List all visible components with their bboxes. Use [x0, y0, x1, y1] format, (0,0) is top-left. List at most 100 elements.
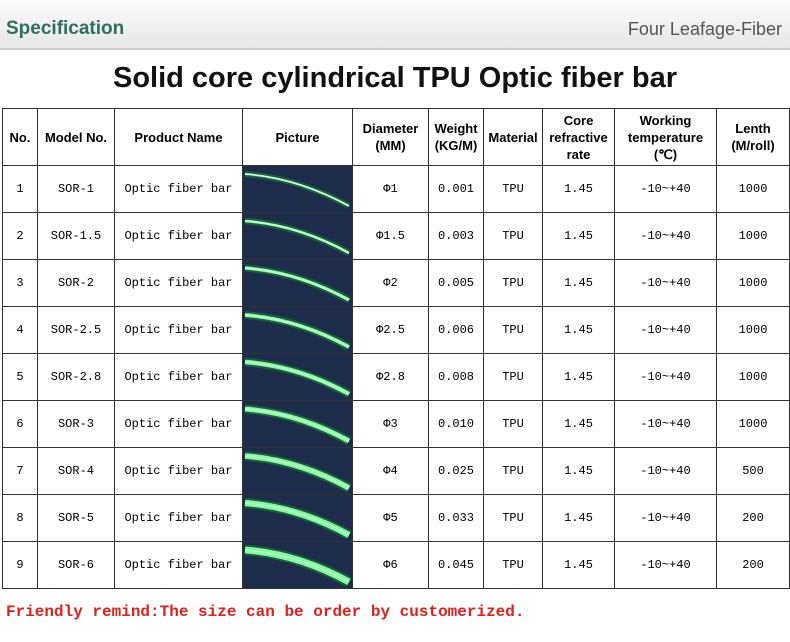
table-cell: SOR-4 [37, 447, 115, 495]
table-cell: Optic fiber bar [114, 541, 243, 589]
top-bar: Specification Four Leafage-Fiber [0, 0, 790, 50]
column-header: No. [2, 108, 38, 166]
table-cell: 1.45 [542, 165, 615, 213]
table-cell: TPU [483, 212, 543, 260]
picture-cell [242, 259, 353, 307]
note: Friendly remind:The size can be order by… [6, 603, 525, 621]
table-cell: 1.45 [542, 259, 615, 307]
table-cell: Φ2 [352, 259, 429, 307]
table-cell: -10~+40 [614, 447, 717, 495]
table-row: 4 SOR-2.5 Optic fiber bar Φ2.5 0.006 TPU 1.45-… [2, 306, 790, 354]
table-cell: 0.006 [428, 306, 484, 354]
table-cell: -10~+40 [614, 259, 717, 307]
table-cell: 5 [2, 353, 38, 401]
table-row: 7 SOR-4 Optic fiber bar Φ4 0.025 TPU 1.45 -10~+… [2, 447, 790, 495]
picture-cell [242, 400, 353, 448]
table-cell: 1000 [716, 353, 790, 401]
table-cell: -10~+40 [614, 353, 717, 401]
fiber-image [244, 264, 351, 304]
table-cell: 1.45 [542, 212, 615, 260]
spec-table: No. Model No. Product Name Picture Diameter … [2, 108, 790, 589]
table-cell: 1.45 [542, 400, 615, 448]
table-cell: Φ1.5 [352, 212, 429, 260]
table-row: 3 SOR-2 Optic fiber bar Φ2 0.005 TPU 1.45 -10~+… [2, 259, 790, 307]
table-cell: TPU [483, 353, 543, 401]
table-cell: 0.045 [428, 541, 484, 589]
fiber-image [244, 217, 351, 256]
table-cell: SOR-5 [37, 494, 115, 542]
table-cell: -10~+40 [614, 165, 717, 213]
picture-cell [242, 353, 353, 401]
table-cell: Optic fiber bar [114, 400, 243, 448]
table-body: 1 SOR-1 Optic fiber bar Φ1 0.001 TPU 1.45 -10~+… [2, 165, 790, 589]
table-row: 2 SOR-1.5 Optic fiber bar Φ1.5 0.003 TPU 1.45-… [2, 212, 790, 260]
table-cell: 2 [2, 212, 38, 260]
picture-cell [242, 494, 353, 542]
table-row: 5 SOR-2.8 Optic fiber bar Φ2.8 0.008 TPU 1.45-… [2, 353, 790, 401]
table-cell: Optic fiber bar [114, 259, 243, 307]
column-header: Lenth (M/roll) [716, 108, 790, 166]
table-cell: 7 [2, 447, 38, 495]
column-header: Material [483, 108, 543, 166]
fiber-image [244, 357, 352, 398]
table-cell: -10~+40 [614, 400, 717, 448]
table-cell: TPU [483, 541, 543, 589]
fiber-image [244, 497, 352, 540]
table-cell: 1000 [716, 400, 790, 448]
table-cell: 1000 [716, 306, 790, 354]
picture-cell [242, 541, 353, 589]
table-cell: SOR-2.5 [37, 306, 115, 354]
column-header: Weight (KG/M) [428, 108, 484, 166]
column-header: Diameter (MM) [352, 108, 429, 166]
table-cell: Φ4 [352, 447, 429, 495]
table-cell: 6 [2, 400, 38, 448]
table-row: 6 SOR-3 Optic fiber bar Φ3 0.010 TPU 1.45 -10~+… [2, 400, 790, 448]
table-cell: 0.010 [428, 400, 484, 448]
table-cell: Optic fiber bar [114, 353, 243, 401]
table-cell: Φ1 [352, 165, 429, 213]
table-cell: TPU [483, 400, 543, 448]
table-cell: 1000 [716, 212, 790, 260]
column-header: Picture [242, 108, 353, 166]
table-cell: -10~+40 [614, 212, 717, 260]
table-cell: 0.003 [428, 212, 484, 260]
section-title: Specification [6, 18, 125, 39]
picture-cell [242, 165, 353, 213]
picture-cell [242, 447, 353, 495]
fiber-image [244, 544, 352, 587]
table-cell: 0.005 [428, 259, 484, 307]
table-cell: -10~+40 [614, 306, 717, 354]
table-cell: 8 [2, 494, 38, 542]
table-cell: SOR-2 [37, 259, 115, 307]
column-header: Model No. [37, 108, 115, 166]
table-cell: Optic fiber bar [114, 494, 243, 542]
table-cell: 1.45 [542, 353, 615, 401]
table-cell: 0.025 [428, 447, 484, 495]
table-cell: Φ2.5 [352, 306, 429, 354]
brand: Four Leafage-Fiber [627, 19, 782, 39]
table-cell: Φ5 [352, 494, 429, 542]
fiber-image [244, 171, 351, 209]
header-row: No. Model No. Product Name Picture Diameter … [2, 108, 790, 166]
table-cell: 1000 [716, 165, 790, 213]
table-cell: Optic fiber bar [114, 212, 243, 260]
table-cell: 3 [2, 259, 38, 307]
table-cell: TPU [483, 165, 543, 213]
table-cell: Optic fiber bar [114, 447, 243, 495]
table-cell: 500 [716, 447, 790, 495]
table-cell: Φ2.8 [352, 353, 429, 401]
fiber-image [244, 404, 352, 445]
table-cell: 1.45 [542, 494, 615, 542]
table-cell: 9 [2, 541, 38, 589]
table-cell: 1.45 [542, 306, 615, 354]
table-cell: SOR-2.8 [37, 353, 115, 401]
table-cell: 1000 [716, 259, 790, 307]
table-cell: -10~+40 [614, 541, 717, 589]
table-cell: SOR-3 [37, 400, 115, 448]
table-cell: SOR-1.5 [37, 212, 115, 260]
table-cell: 1.45 [542, 447, 615, 495]
table-row: 9 SOR-6 Optic fiber bar Φ6 0.045 TPU 1.45 -10~+… [2, 541, 790, 589]
table-cell: 4 [2, 306, 38, 354]
table-cell: TPU [483, 447, 543, 495]
